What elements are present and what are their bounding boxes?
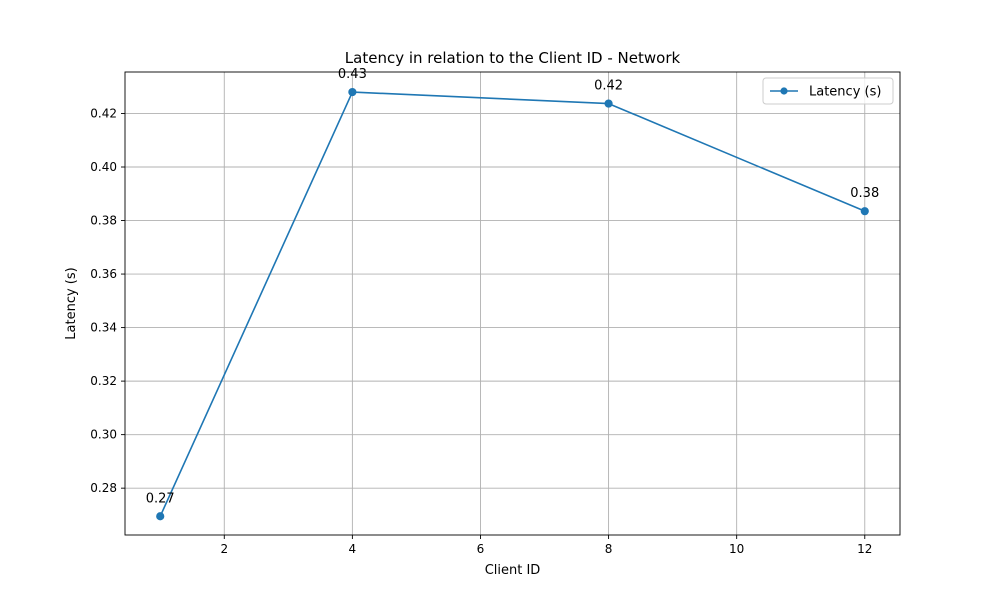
data-labels: 0.27 0.43 0.42 0.38	[146, 67, 879, 506]
data-point-label: 0.27	[146, 491, 175, 506]
y-tick-label: 0.32	[90, 374, 117, 388]
y-tick-label: 0.30	[90, 428, 117, 442]
grid-lines	[125, 72, 900, 535]
x-tick-label: 2	[220, 542, 228, 556]
chart-title: Latency in relation to the Client ID - N…	[345, 49, 681, 67]
x-tick-label: 8	[605, 542, 613, 556]
data-point	[156, 512, 165, 521]
legend-marker	[780, 87, 788, 95]
axis-ticks: 2 4 6 8 10 12 0.28 0.30 0.32 0.34 0.36 0.38 0.40 0.42	[90, 106, 872, 556]
data-point	[348, 87, 357, 97]
data-point-label: 0.38	[850, 186, 879, 201]
legend-entry-label: Latency (s)	[809, 85, 881, 100]
series-line	[159, 91, 866, 517]
data-point	[860, 207, 869, 216]
legend-box	[762, 77, 894, 105]
data-point-label: 0.42	[594, 79, 623, 94]
series-layer	[156, 87, 869, 521]
legend: Latency (s)	[762, 77, 894, 105]
y-tick-label: 0.34	[90, 321, 117, 335]
data-point-label: 0.43	[338, 67, 367, 82]
y-tick-label: 0.42	[90, 106, 117, 120]
x-axis-label: Client ID	[485, 563, 541, 578]
x-tick-label: 6	[477, 542, 485, 556]
y-tick-label: 0.38	[90, 214, 117, 228]
x-tick-label: 12	[857, 542, 872, 556]
y-axis-label: Latency (s)	[64, 267, 79, 339]
x-tick-label: 10	[729, 542, 744, 556]
y-tick-label: 0.36	[90, 267, 117, 281]
x-tick-label: 4	[349, 542, 357, 556]
y-tick-label: 0.28	[90, 481, 117, 495]
plot-area-frame	[124, 71, 901, 536]
data-point	[604, 99, 613, 108]
y-tick-label: 0.40	[90, 160, 117, 174]
